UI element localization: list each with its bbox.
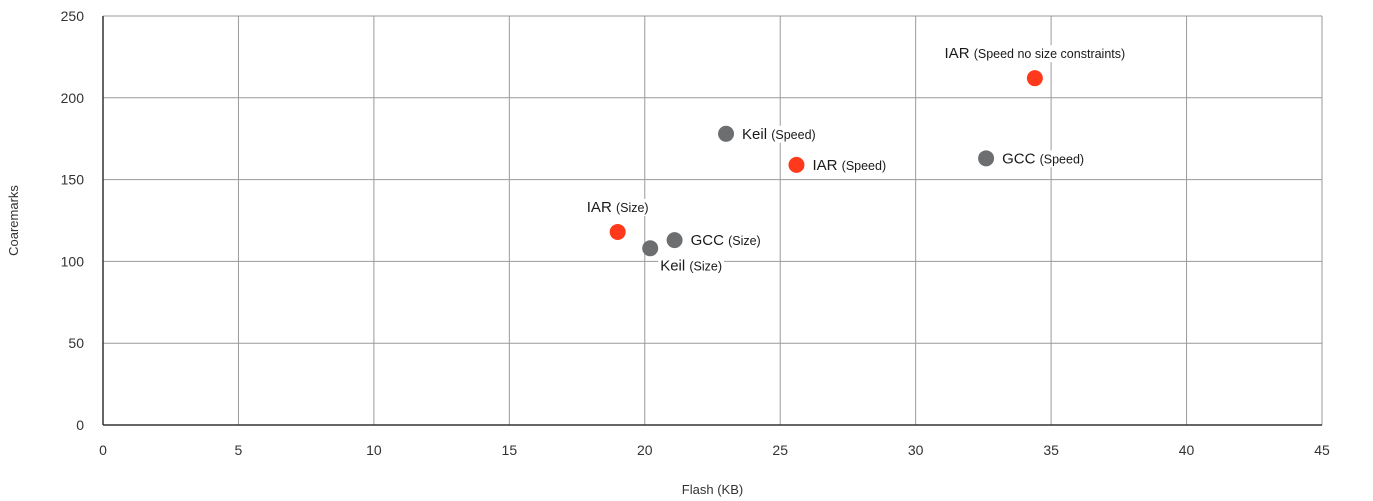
point-labels: IAR (Size) Keil (Size) GCC (Size) Keil (Spe…	[584, 45, 1128, 275]
y-tick-label: 200	[61, 90, 85, 106]
data-label: Keil (Size)	[660, 257, 722, 274]
x-tick-label: 15	[502, 442, 518, 458]
x-tick-label: 10	[366, 442, 382, 458]
data-point	[642, 240, 659, 257]
data-label: IAR (Speed)	[812, 157, 886, 174]
grid-lines	[103, 15, 1323, 425]
axes	[102, 16, 1322, 426]
data-label-background	[658, 257, 725, 275]
data-point	[978, 150, 995, 167]
y-tick-labels: 0 50 100 150 200 250	[61, 8, 85, 433]
data-label: Keil (Speed)	[742, 126, 816, 143]
x-tick-labels: 0 5 10 15 20 25 30 35 40 45	[99, 442, 1330, 458]
data-label: GCC (Size)	[691, 232, 761, 249]
data-point	[666, 232, 683, 249]
x-tick-label: 25	[772, 442, 788, 458]
x-tick-label: 35	[1043, 442, 1059, 458]
data-label-background	[810, 156, 889, 174]
data-label: IAR (Speed no size constraints)	[945, 45, 1126, 62]
x-tick-label: 40	[1179, 442, 1195, 458]
y-tick-label: 250	[61, 8, 85, 24]
data-point	[788, 156, 805, 173]
x-axis-title: Flash (KB)	[682, 482, 743, 497]
x-tick-label: 0	[99, 442, 107, 458]
x-tick-label: 20	[637, 442, 653, 458]
data-label-background	[584, 198, 651, 216]
data-points	[609, 70, 1043, 257]
data-label: IAR (Size)	[587, 199, 649, 216]
x-tick-label: 45	[1314, 442, 1330, 458]
data-label-background	[740, 125, 818, 143]
y-tick-label: 100	[61, 253, 85, 269]
y-tick-label: 50	[68, 335, 84, 351]
x-tick-label: 30	[908, 442, 924, 458]
data-label: GCC (Speed)	[1002, 150, 1084, 167]
data-point	[609, 223, 626, 240]
data-point	[1026, 70, 1043, 87]
x-tick-label: 5	[235, 442, 243, 458]
y-tick-label: 0	[76, 417, 84, 433]
data-label-background	[688, 232, 763, 250]
data-point	[718, 125, 735, 142]
y-axis-title: Coaremarks	[6, 185, 21, 256]
y-tick-label: 150	[61, 172, 85, 188]
data-label-background	[942, 45, 1128, 63]
data-label-background	[1000, 150, 1087, 168]
